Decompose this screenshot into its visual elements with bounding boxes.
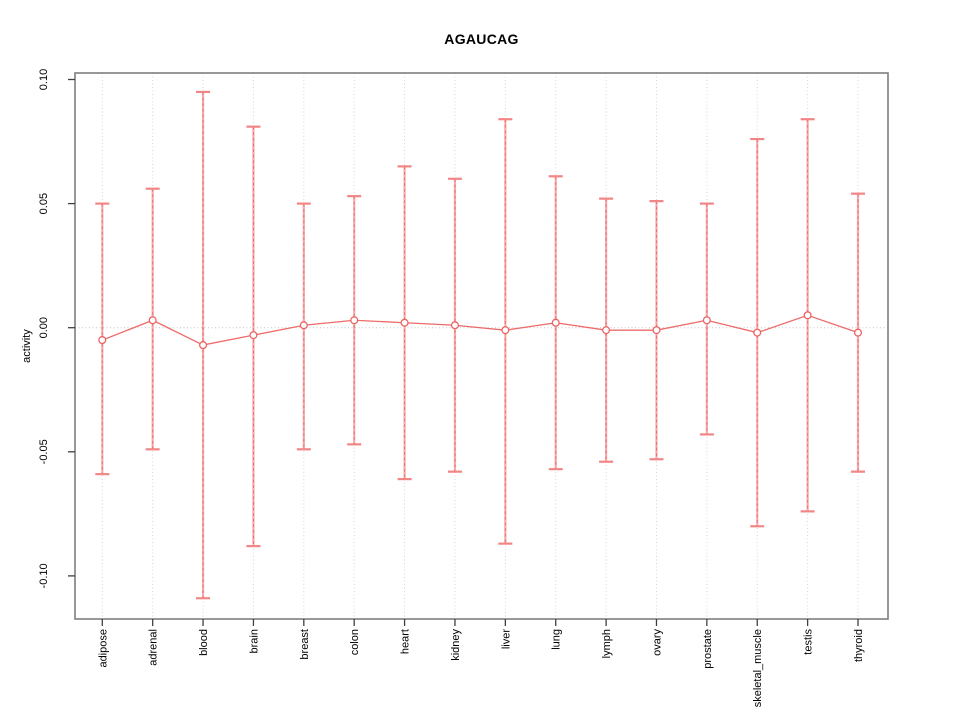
data-point-breast [299,321,308,330]
x-tick-label-liver: liver [500,629,512,650]
x-tick-label-brain: brain [248,629,260,653]
x-tick-label-blood: blood [198,629,210,656]
data-point-lung [551,318,560,327]
data-point-brain [249,331,258,340]
y-tick-label-0.10: 0.10 [38,69,50,90]
y-tick-label--0.10: -0.10 [38,563,50,588]
x-tick-label-breast: breast [299,629,311,660]
y-tick-label-0.05: 0.05 [38,193,50,214]
x-tick-label-lymph: lymph [601,629,613,658]
y-tick-label--0.05: -0.05 [38,439,50,464]
data-point-heart [400,318,409,327]
x-tick-label-skeletal_muscle: skeletal_muscle [752,629,764,707]
data-point-kidney [450,321,460,330]
chart-title: AGAUCAG [444,31,519,47]
data-point-adrenal [148,316,157,325]
x-tick-label-kidney: kidney [450,629,462,661]
y-tick-label-0.00: 0.00 [38,317,50,338]
x-tick-label-prostate: prostate [702,629,714,669]
data-point-liver [501,326,510,335]
x-tick-label-adipose: adipose [97,629,109,668]
data-point-colon [350,316,359,325]
series-line [102,314,859,346]
x-tick-label-heart: heart [400,629,412,654]
data-point-lymph [602,326,611,335]
plot-frame [74,72,889,620]
data-point-adipose [98,336,107,345]
y-axis-title: activity [21,329,33,363]
x-tick-label-colon: colon [349,629,361,655]
x-tick-label-adrenal: adrenal [148,629,160,666]
x-tick-label-testis: testis [803,629,815,655]
data-point-blood [199,341,208,350]
data-point-skeletal_muscle [753,328,762,337]
x-tick-label-thyroid: thyroid [853,629,865,662]
x-tick-label-lung: lung [551,629,563,650]
data-point-prostate [702,316,711,325]
data-point-testis [803,311,812,320]
data-point-thyroid [853,328,863,337]
data-point-ovary [652,326,661,335]
x-tick-label-ovary: ovary [651,629,663,656]
